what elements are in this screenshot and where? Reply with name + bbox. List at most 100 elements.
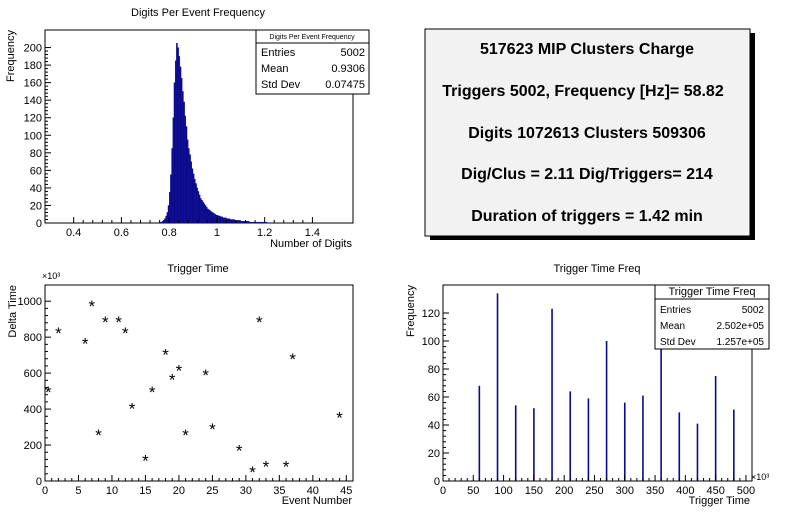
scatter-xlabel: Event Number (282, 495, 353, 507)
y-tick-label: 800 (24, 332, 42, 344)
x-tick-label: 15 (139, 485, 151, 497)
info-line-digits: Digits 1072613 Clusters 509306 (468, 125, 706, 142)
x-tick-label: 0 (42, 485, 48, 497)
stats-stddev-label: Std Dev (261, 79, 301, 91)
histogram-bar (178, 56, 181, 224)
scatter-point: * (82, 335, 89, 354)
histogram-bar (204, 205, 207, 224)
histogram-bar (183, 101, 185, 224)
info-line-triggers: Triggers 5002, Frequency [Hz]= 58.82 (442, 83, 724, 100)
histogram-bar (252, 221, 255, 224)
x-tick-label: 1.4 (305, 227, 320, 239)
bar-stats-mean-value: 2.502e+05 (716, 321, 764, 332)
y-tick-label: 1000 (18, 296, 42, 308)
x-tick-label: 250 (585, 485, 603, 497)
histogram-ylabel: Frequency (5, 30, 17, 82)
histogram-bar (184, 115, 187, 224)
y-tick-label: 180 (24, 60, 42, 72)
histogram-bar (228, 218, 231, 224)
scatter-point: * (89, 297, 96, 316)
y-tick-label: 80 (30, 148, 42, 160)
histogram-bar (241, 221, 244, 224)
info-box-panel (424, 28, 751, 237)
histogram-bar (219, 215, 221, 224)
histogram-bar (237, 220, 239, 224)
y-tick-label: 0 (434, 476, 440, 488)
histogram-xlabel: Number of Digits (270, 238, 352, 250)
scatter-point: * (169, 371, 176, 390)
histogram-bar (247, 221, 250, 224)
histogram-bar (257, 221, 259, 224)
scatter-point: * (182, 426, 189, 445)
histogram-bar (192, 173, 195, 224)
histogram-bar (227, 218, 229, 224)
x-tick-label: 1 (214, 227, 220, 239)
histogram-bar (182, 91, 184, 224)
x-tick-label: 300 (616, 485, 634, 497)
histogram-bar (222, 217, 225, 224)
trigger-time-scatter-panel: Trigger Time 0 5 10 15 20 25 30 35 40 45 0 200 400 60… (7, 263, 354, 507)
bar-stats-entries-value: 5002 (742, 305, 765, 316)
scatter-point: * (289, 350, 296, 369)
histogram-bar (190, 161, 192, 224)
x-tick-label: 350 (646, 485, 664, 497)
bar-ylabel: Frequency (405, 285, 417, 337)
histogram-bar (240, 221, 243, 224)
x-tick-label: 100 (494, 485, 512, 497)
scatter-point: * (162, 345, 169, 364)
histogram-bar (243, 221, 245, 224)
histogram-bar (161, 221, 164, 224)
x-tick-label: 150 (525, 485, 543, 497)
y-tick-label: 200 (24, 440, 42, 452)
histogram-title: Digits Per Event Frequency (131, 7, 265, 19)
histogram-bar (172, 117, 175, 224)
scatter-point: * (256, 313, 263, 332)
y-tick-label: 100 (24, 130, 42, 142)
bar-frame (442, 284, 753, 482)
histogram-bar (185, 126, 188, 224)
info-box: 517623 MIP Clusters Charge Triggers 5002… (424, 28, 755, 240)
histogram-bar (229, 219, 232, 224)
scatter-point: * (122, 324, 129, 343)
histogram-bar (180, 78, 183, 224)
scatter-point: * (249, 463, 256, 482)
x-tick-label: 0 (440, 485, 446, 497)
bar-stats-stddev-label: Std Dev (660, 337, 696, 348)
histogram-bar (213, 213, 215, 224)
scatter-y-multiplier: ×10³ (42, 271, 60, 281)
y-tick-label: 0 (36, 218, 42, 230)
scatter-ylabel: Delta Time (7, 285, 19, 338)
scatter-point: * (55, 324, 62, 343)
y-tick-label: 120 (24, 113, 42, 125)
scatter-point: * (283, 458, 290, 477)
histogram-bar (170, 174, 172, 224)
x-tick-label: 0.6 (114, 227, 129, 239)
scatter-point: * (115, 313, 122, 332)
scatter-point: * (209, 420, 216, 439)
histogram-bar (163, 220, 165, 224)
y-tick-label: 60 (428, 392, 440, 404)
y-tick-label: 20 (30, 200, 42, 212)
y-tick-label: 40 (30, 183, 42, 195)
stats-mean-label: Mean (261, 63, 289, 75)
x-tick-label: 50 (467, 485, 479, 497)
histogram-stats-box: Digits Per Event Frequency Entries 5002 … (255, 29, 370, 95)
scatter-point: * (263, 458, 270, 477)
x-tick-label: 30 (240, 485, 252, 497)
histogram-bar (177, 47, 179, 224)
histogram-bar (233, 219, 235, 224)
histogram-bar (259, 221, 262, 224)
histogram-bar (231, 219, 233, 224)
x-tick-label: 5 (75, 485, 81, 497)
histogram-bar (194, 178, 196, 224)
histogram-bar (201, 200, 203, 224)
y-tick-label: 0 (36, 476, 42, 488)
bar-xlabel: Trigger Time (689, 495, 750, 507)
y-tick-label: 120 (422, 308, 440, 320)
bar-title: Trigger Time Freq (553, 263, 640, 275)
y-tick-label: 200 (24, 43, 42, 55)
histogram-bar (174, 60, 177, 224)
bar-stats-title: Trigger Time Freq (668, 286, 755, 298)
scatter-points: ****** ******* ******** *** (45, 297, 343, 482)
